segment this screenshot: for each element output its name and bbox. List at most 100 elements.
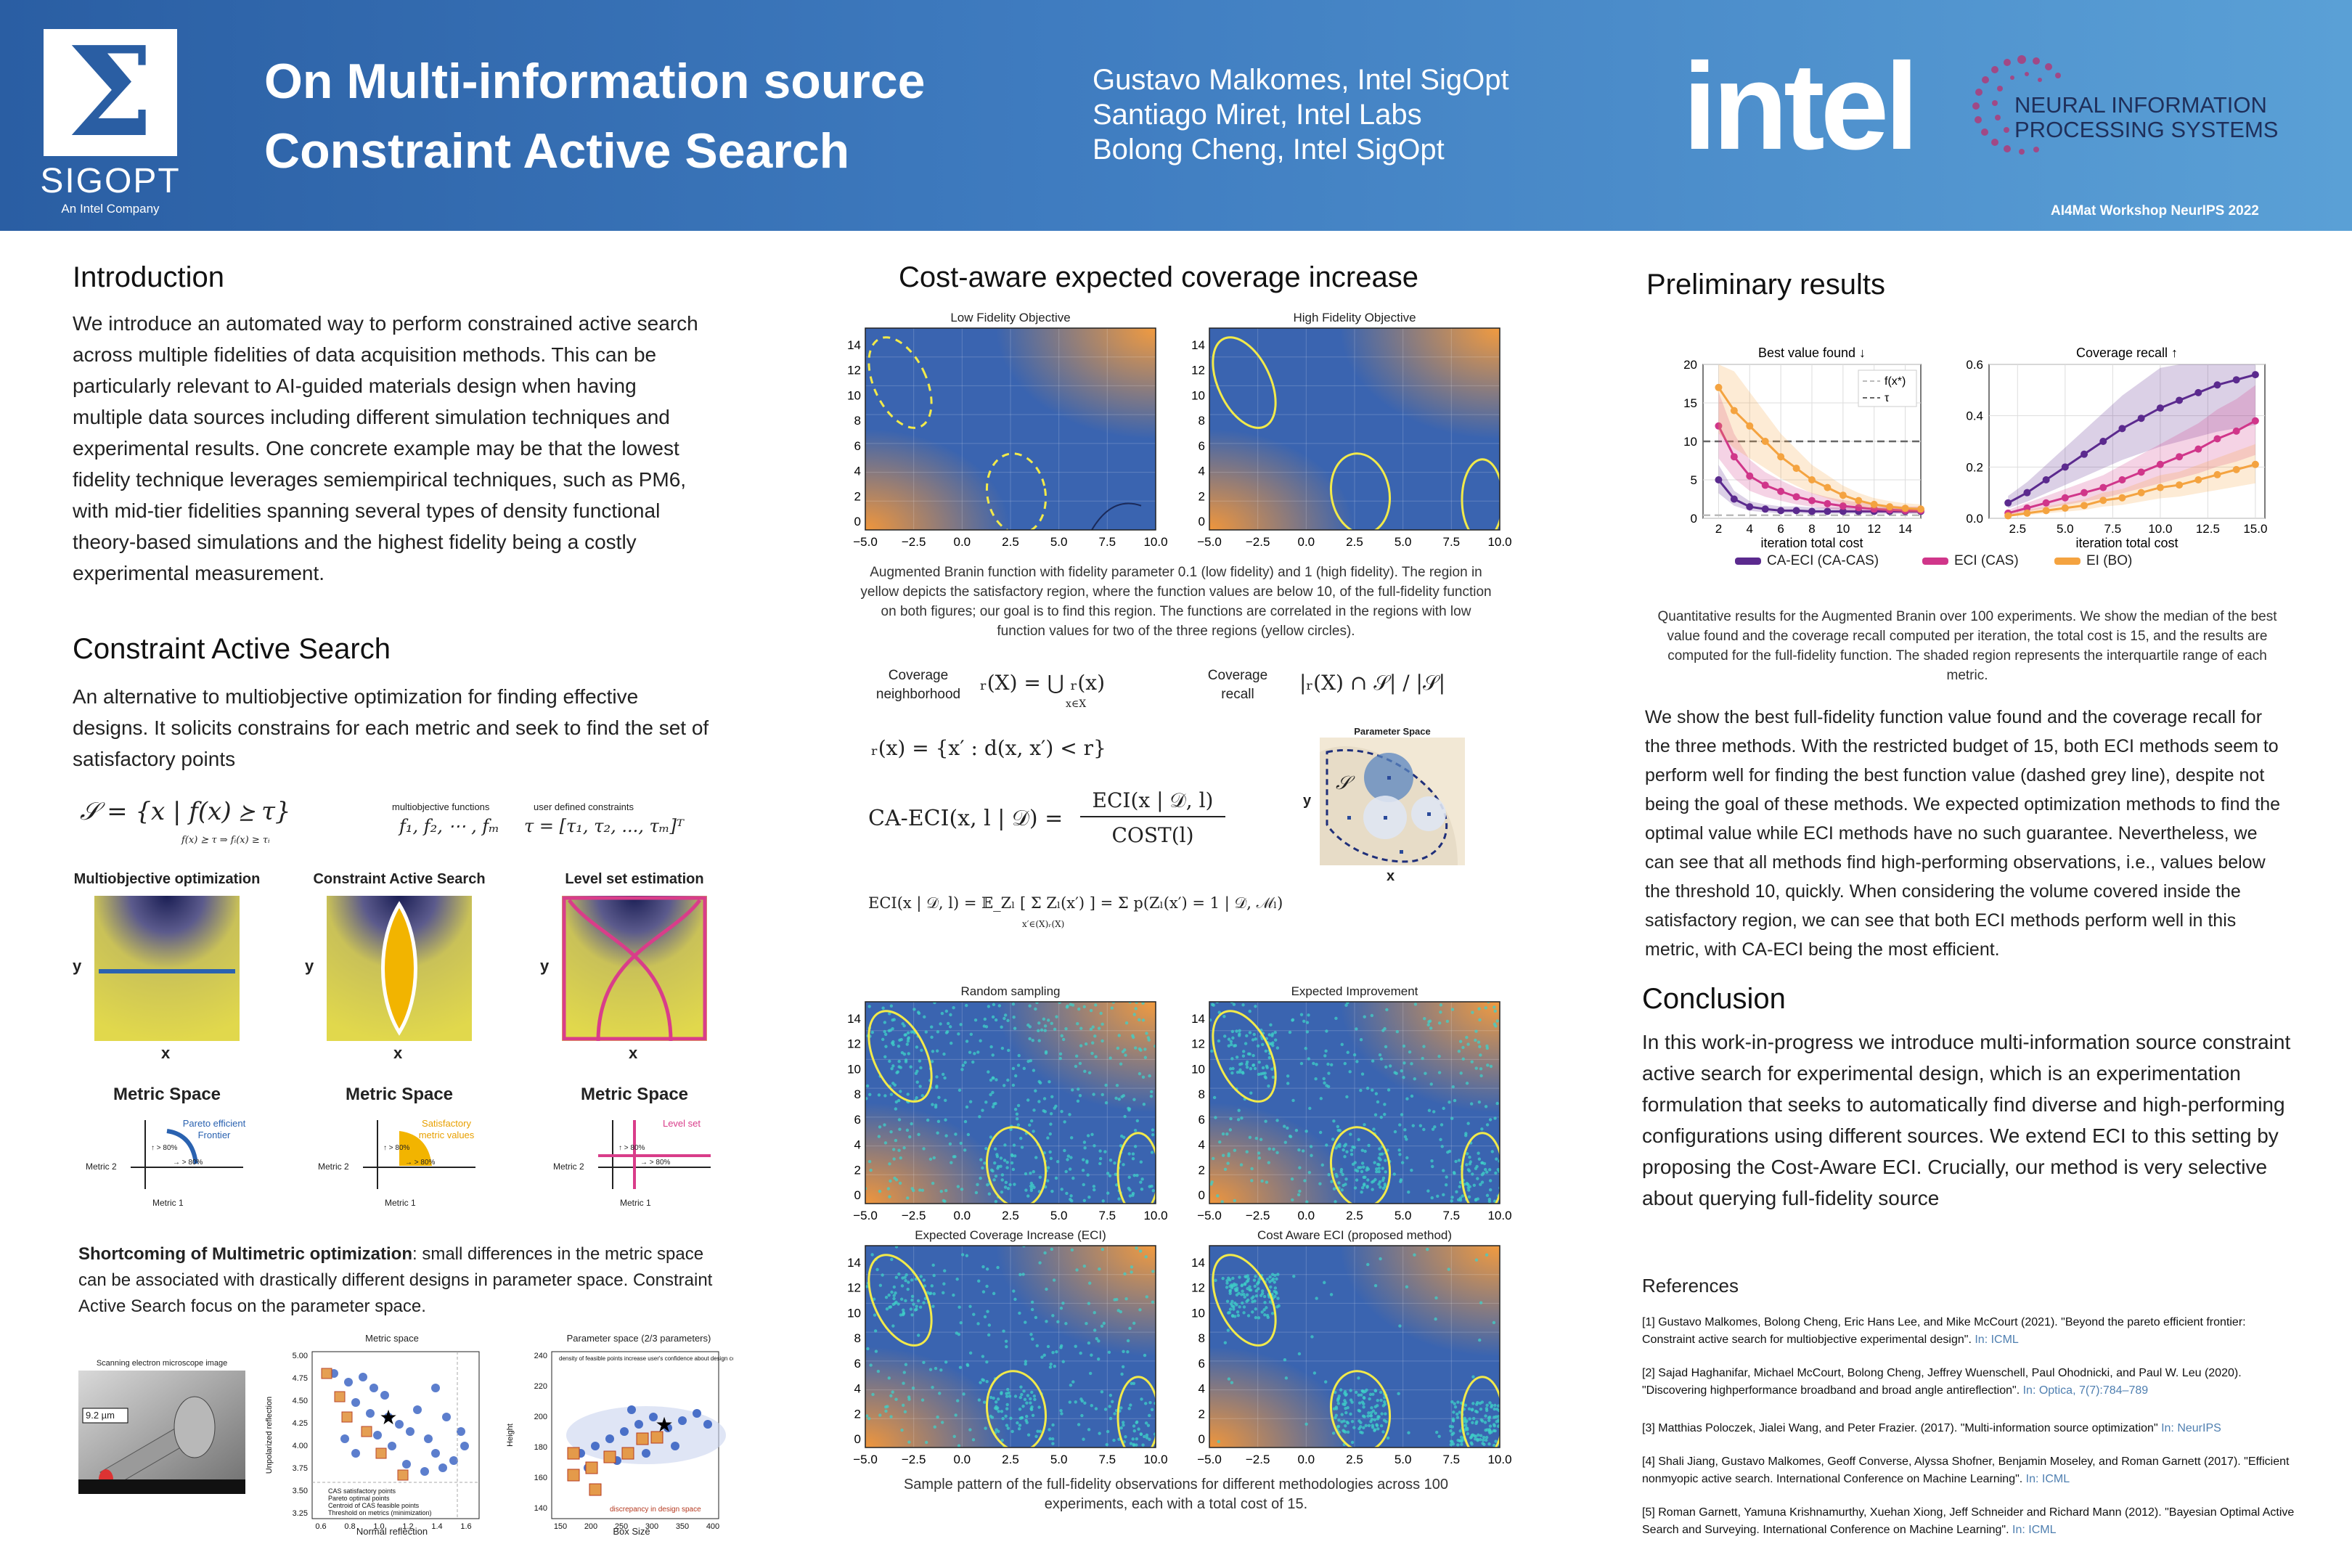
panel-y-label: y [305, 957, 314, 976]
subplot-title: Expected Coverage Increase (ECI) [865, 1228, 1156, 1243]
cov-nb-eq: 𝕅ᵣ(X) = ⋃ 𝕅ᵣ(x) [980, 671, 1105, 695]
xtick: 2.5 [1002, 535, 1019, 549]
ms-legend-item: CAS satisfactory points [328, 1487, 396, 1495]
xtick: 0.0 [1298, 1209, 1315, 1222]
ps-small-s: 𝒮 [1336, 772, 1350, 795]
results-point [2023, 510, 2030, 517]
results-legend-item: EI (BO) [2054, 553, 2132, 569]
caeci-lhs: CA-ECI(x, l | 𝒟) = [868, 806, 1063, 831]
neurips-line-2: PROCESSING SYSTEMS [2014, 118, 2278, 142]
xtick: −2.5 [902, 1453, 926, 1466]
results-point [2081, 502, 2088, 509]
high-fidelity-heatmap: High Fidelity Objective 14 12 10 8 6 4 2 0 −5.0 −2… [1176, 311, 1517, 559]
xtick: 0.0 [954, 535, 971, 549]
results-point [2157, 404, 2164, 412]
reference-legend: f(x*) τ [1858, 370, 1916, 407]
ps-ytick: 200 [534, 1413, 547, 1421]
panel-title: Multiobjective optimization [58, 871, 276, 888]
ms-point [457, 1427, 465, 1436]
reference-text: [2] Sajad Haghanifar, Michael McCourt, B… [1642, 1367, 2242, 1397]
ytick: 14 [1191, 1012, 1205, 1026]
results-text: We show the best full-fidelity function … [1645, 703, 2291, 964]
ms-legend-item: Pareto optimal points [328, 1495, 390, 1502]
ps-small-y: y [1303, 793, 1311, 809]
results-ytick: 10 [1683, 435, 1697, 449]
intro-text: We introduce an automated way to perform… [73, 308, 711, 589]
ps-point [620, 1427, 629, 1436]
ytick: 14 [1191, 1256, 1205, 1270]
results-point [1731, 496, 1738, 503]
xtick: 0.0 [954, 1453, 971, 1466]
ps-point [627, 1405, 636, 1414]
cas-set-subequation: f(x) ⪰ τ ⇒ fᵢ(x) ≥ τᵢ [181, 835, 270, 846]
results-point [1871, 501, 1878, 508]
results-point [1777, 488, 1784, 495]
xtick: 10.0 [1487, 535, 1511, 549]
ytick: 2 [854, 1407, 861, 1421]
ps-ytick: 140 [534, 1504, 547, 1513]
xtick: −5.0 [853, 535, 878, 549]
results-heading: Preliminary results [1646, 269, 1885, 301]
results-point [2043, 499, 2050, 507]
ms-pareto-point [398, 1470, 408, 1480]
ytick: 4 [1199, 465, 1205, 478]
results-point [2252, 371, 2259, 378]
cov-rec-eq: |𝕅ᵣ(X) ∩ 𝒮| / |𝒮| [1299, 671, 1445, 695]
results-point [1762, 505, 1769, 513]
xtick: 7.5 [1099, 535, 1116, 549]
ytick: 6 [1199, 1357, 1205, 1371]
ytick: 4 [854, 465, 861, 478]
ytick: 2 [1199, 1407, 1205, 1421]
reference-text: [1] Gustavo Malkomes, Bolong Cheng, Eric… [1642, 1316, 2246, 1346]
results-xtick: 2.5 [2009, 522, 2026, 536]
legend-swatch [1922, 558, 1948, 565]
results-point [1731, 453, 1738, 460]
ms-pareto-point [376, 1448, 386, 1458]
ms-point [449, 1456, 458, 1465]
ps-pareto-point [637, 1433, 648, 1445]
panel-pct-up: ↑ > 80% [618, 1144, 645, 1152]
reference-item: [4] Shali Jiang, Gustavo Malkomes, Geoff… [1642, 1453, 2295, 1488]
results-xtick: 2 [1715, 522, 1722, 536]
ms-point [424, 1434, 433, 1443]
ytick: 10 [1191, 1062, 1205, 1076]
results-xtick: 5.0 [2057, 522, 2074, 536]
results-point [2157, 461, 2164, 468]
results-xtick: 12 [1867, 522, 1881, 536]
ytick: 2 [1199, 1163, 1205, 1177]
reference-venue: In: ICML [2026, 1473, 2070, 1485]
results-legend: CA-ECI (CA-CAS) ECI (CAS) EI (BO) [1735, 553, 2243, 575]
results-point [2081, 451, 2088, 458]
panel-metric2: Metric 2 [318, 1161, 349, 1172]
sample-random: Random sampling 14 12 10 8 6 4 2 0 −5.0 −2.5 0.0 2.5… [832, 984, 1173, 1233]
panel-parameter-space [94, 896, 240, 1041]
conclusion-text: In this work-in-progress we introduce mu… [1642, 1026, 2295, 1214]
ps-ytick: 220 [534, 1382, 547, 1391]
panel-metric1: Metric 1 [152, 1198, 184, 1208]
ps-pareto-point [604, 1451, 616, 1463]
results-point [2118, 476, 2126, 483]
ms-ytick: 5.00 [293, 1352, 308, 1360]
ps-small-x: x [1387, 868, 1395, 885]
ps-point [693, 1409, 701, 1418]
results-point [1746, 473, 1753, 480]
poster-title: On Multi-information source Constraint A… [264, 46, 1026, 186]
ytick: 10 [847, 1062, 861, 1076]
ytick: 4 [854, 1382, 861, 1396]
ms-ytick: 4.00 [293, 1442, 308, 1450]
sample-eci: Expected Coverage Increase (ECI) 14 12 10 8 6… [832, 1228, 1173, 1477]
ms-point [442, 1413, 451, 1421]
ytick: 4 [854, 1138, 861, 1152]
ps-pareto-point [568, 1469, 579, 1481]
neurips-line-1: NEURAL INFORMATION [2014, 93, 2278, 118]
results-point [2176, 453, 2183, 460]
results-point [2233, 428, 2240, 435]
ytick: 12 [847, 1281, 861, 1295]
xtick: 5.0 [1050, 1453, 1068, 1466]
ps-pareto-point [586, 1462, 597, 1474]
eci-eq: ECI(x | 𝒟, l) = 𝔼_Zₗ [ Σ Zₗ(x′) ] = Σ p(… [868, 894, 1283, 912]
subplot-title: Low Fidelity Objective [865, 311, 1156, 325]
reference-text: [5] Roman Garnett, Yamuna Krishnamurthy,… [1642, 1506, 2294, 1536]
ms-ytick: 3.50 [293, 1487, 308, 1495]
ytick: 14 [847, 338, 861, 352]
